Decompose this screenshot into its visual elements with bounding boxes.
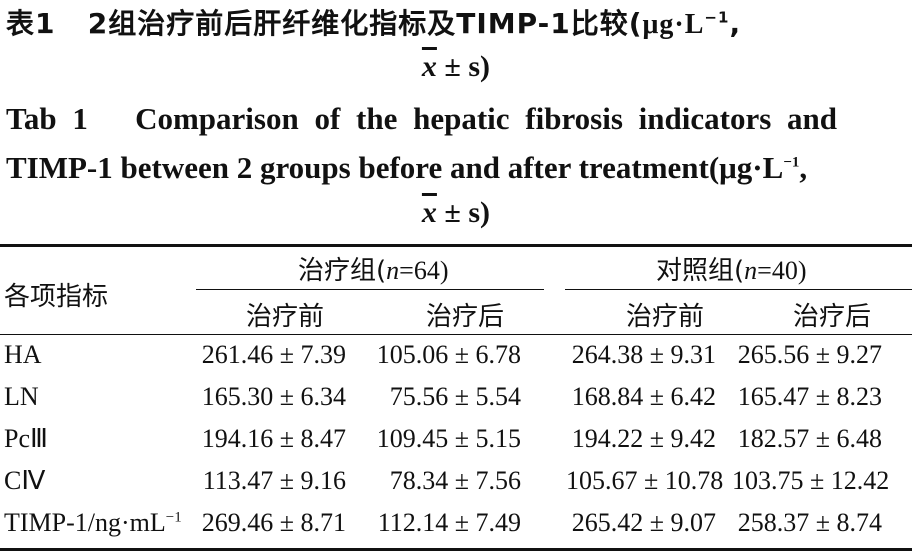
cell-timp1-control-after: 258.37 ± 8.74	[737, 508, 882, 537]
title-english-line2: TIMP-1 between 2 groups before and after…	[6, 148, 898, 188]
title-en-unit: μg·L	[719, 150, 784, 185]
header-group-treatment: 治疗组(n=64)	[298, 256, 449, 286]
table-number-en: Tab 1	[6, 101, 88, 136]
cell-ln-control-before: 168.84 ± 6.42	[571, 382, 716, 411]
title-english-line1: Tab 1 Comparison of the hepatic fibrosis…	[6, 99, 898, 139]
cell-pciii-control-before: 194.22 ± 9.42	[571, 424, 716, 453]
cell-civ-treat-before: 113.47 ± 9.16	[202, 466, 346, 495]
cell-timp1-treat-before: 269.46 ± 8.71	[201, 508, 346, 537]
group1-underline	[196, 289, 544, 291]
title-en-line2-text: TIMP-1 between 2 groups before and after…	[6, 150, 720, 185]
cell-ln-treat-before: 165.30 ± 6.34	[201, 382, 346, 411]
cell-pciii-treat-after: 109.45 ± 5.15	[376, 424, 521, 453]
row-label-ha: HA	[4, 340, 42, 369]
table-top-rule	[0, 244, 912, 247]
cell-timp1-control-before: 265.42 ± 9.07	[571, 508, 716, 537]
title-cn-unit: μg·L	[642, 9, 705, 40]
title-en-tail: ,	[799, 150, 808, 185]
subheader-control-before: 治疗前	[626, 302, 705, 332]
table-bottom-rule	[0, 548, 912, 551]
cell-ha-treat-after: 105.06 ± 6.78	[376, 340, 521, 369]
cell-civ-control-before: 105.67 ± 10.78	[566, 466, 724, 495]
cell-civ-treat-after: 78.34 ± 7.56	[389, 466, 521, 495]
title-cn-unit-sup: −1	[704, 8, 730, 27]
title-en-unit-sup: −1	[783, 154, 800, 171]
title-en-stat-rest: ± s)	[444, 196, 491, 229]
header-group-control: 对照组(n=40)	[656, 256, 807, 286]
table-number-cn: 表1	[6, 7, 56, 40]
subheader-control-after: 治疗后	[793, 302, 872, 332]
cell-ln-treat-after: 75.56 ± 5.54	[389, 382, 521, 411]
title-cn-stat-line: x ± s)	[0, 50, 912, 84]
group2-underline	[565, 289, 912, 291]
title-cn-tail: ,	[729, 7, 742, 40]
cell-pciii-control-after: 182.57 ± 6.48	[737, 424, 882, 453]
cell-ha-treat-before: 261.46 ± 7.39	[201, 340, 346, 369]
row-label-pciii: PcⅢ	[4, 424, 48, 453]
title-cn-stat-rest: ± s)	[444, 50, 491, 83]
title-en-line1-text: Comparison of the hepatic fibrosis indic…	[135, 101, 837, 136]
cell-pciii-treat-before: 194.16 ± 8.47	[201, 424, 346, 453]
header-bottom-rule	[0, 334, 912, 336]
title-cn-text: 2组治疗前后肝纤维化指标及TIMP-1比较(	[87, 7, 643, 40]
row-label-civ: CⅣ	[4, 466, 46, 495]
header-item: 各项指标	[4, 282, 109, 312]
title-en-stat-line: x ± s)	[0, 196, 912, 230]
subheader-treatment-before: 治疗前	[246, 302, 325, 332]
cell-civ-control-after: 103.75 ± 12.42	[732, 466, 890, 495]
title-chinese: 表1 2组治疗前后肝纤维化指标及TIMP-1比较(μg·L−1,	[6, 6, 906, 43]
subheader-treatment-after: 治疗后	[426, 302, 505, 332]
cell-ha-control-after: 265.56 ± 9.27	[737, 340, 882, 369]
cell-ha-control-before: 264.38 ± 9.31	[571, 340, 716, 369]
row-label-timp1: TIMP-1/ng·mL−1	[4, 508, 182, 537]
cell-ln-control-after: 165.47 ± 8.23	[737, 382, 882, 411]
row-label-ln: LN	[4, 382, 39, 411]
cell-timp1-treat-after: 112.14 ± 7.49	[377, 508, 521, 537]
title-cn-mean-symbol: x	[421, 50, 437, 83]
title-en-mean-symbol: x	[421, 196, 437, 229]
